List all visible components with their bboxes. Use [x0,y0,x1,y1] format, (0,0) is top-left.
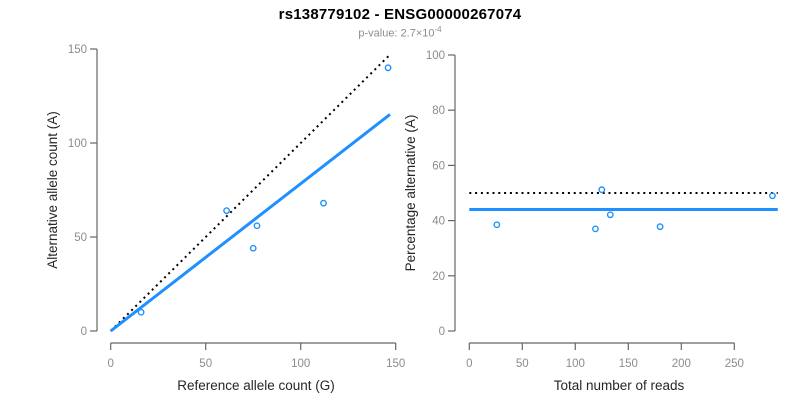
y-tick-label: 100 [68,138,87,150]
data-point [249,244,257,252]
y-tick-label: 80 [432,105,445,117]
y-tick-label: 0 [81,326,87,338]
x-tick-label: 100 [566,358,585,370]
figure-title: rs138779102 - ENSG00000267074 [278,6,522,23]
fitted-proportion-line [109,113,391,333]
x-tick-label: 100 [291,358,310,370]
x-tick-label: 150 [386,358,405,370]
data-point [606,211,614,219]
y-tick-label: 100 [426,50,445,62]
x-tick-label: 0 [466,358,472,370]
data-point [493,221,501,229]
data-point [320,199,327,207]
x-tick-label: 200 [672,358,691,370]
y-axis-title: Percentage alternative (A) [403,115,418,272]
x-tick-label: 0 [107,358,113,370]
pvalue-exponent: -4 [434,25,442,34]
y-tick-label: 20 [432,271,445,283]
x-tick-label: 250 [725,358,744,370]
x-axis-title: Reference allele count (G) [177,378,335,393]
x-axis-title: Total number of reads [554,378,685,393]
left-scatter-chart: 0 50 100 150 0 50 100 150 Reference allele count… [45,44,405,393]
y-axis-title: Alternative allele count (A) [45,111,60,269]
pvalue-text: p-value: 2.7×10 [358,27,435,40]
data-point [598,186,606,194]
y-tick-label: 0 [439,326,445,338]
identity-50pct-line [109,53,391,332]
x-tick-label: 150 [619,358,638,370]
y-tick-label: 50 [74,232,87,244]
data-point [769,192,776,200]
data-point [656,223,664,231]
right-scatter-chart: 0 20 40 60 80 100 0 50 100 150 200 250 Total number … [403,50,778,393]
x-tick-label: 50 [516,358,529,370]
data-point [592,225,599,233]
data-point [253,222,261,230]
data-point [137,308,145,316]
y-tick-label: 40 [432,216,445,228]
data-point [223,207,231,215]
data-point [384,64,392,72]
x-tick-label: 50 [199,358,212,370]
y-tick-label: 60 [432,160,445,172]
figure-subtitle: p-value: 2.7×10-4 [0,25,800,40]
y-tick-label: 150 [68,44,87,56]
